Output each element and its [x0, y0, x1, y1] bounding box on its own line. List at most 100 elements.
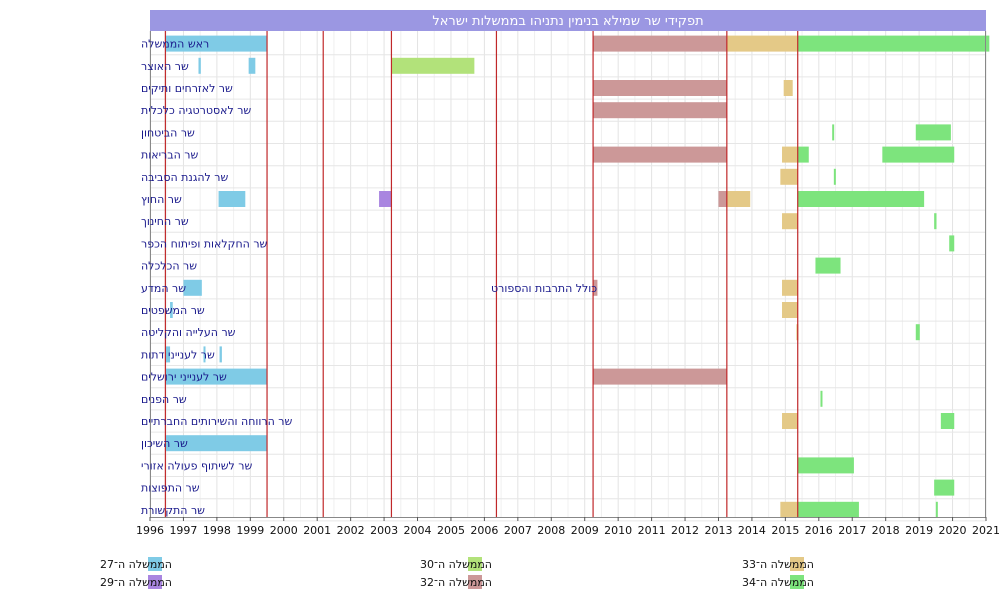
bar-g27-row-11-27	[183, 279, 202, 296]
row-label-3: שר לאסטרטגיה כלכלית	[141, 104, 251, 117]
bar-g33-row-7-21	[726, 191, 751, 207]
x-tick-label-2003: 2003	[370, 524, 398, 537]
row-label-18: שר השיכון	[141, 437, 188, 450]
row-label-5: שר הבריאות	[141, 149, 199, 162]
x-tick-label-2021: 2021	[972, 524, 1000, 537]
bar-g27-row-18-42	[165, 435, 268, 452]
row-label-9: שר החקלאות ופיתוח הכפר	[141, 237, 268, 250]
bar-g34-row-8-24	[934, 213, 937, 230]
legend-swatch-g34	[790, 575, 804, 589]
x-axis-ticks: 1996 1997 1998 1999 2000 2001 2002 2003 2004 2005…	[136, 517, 1000, 537]
bar-g32-row-11-28	[593, 279, 598, 296]
annotation-0: כולל התרבות והספורט	[491, 282, 597, 295]
x-tick-label-2010: 2010	[604, 524, 632, 537]
x-tick-label-2008: 2008	[537, 524, 565, 537]
bar-g34-row-7-22	[797, 191, 925, 207]
x-tick-label-2015: 2015	[771, 524, 799, 537]
bar-g34-row-20-44	[934, 479, 955, 496]
bar-g27-row-12-30	[170, 302, 173, 318]
bars-layer	[165, 35, 990, 518]
legend-label-g32: הממשלה ה־32	[420, 576, 492, 589]
bar-g34-row-0-3	[797, 35, 990, 52]
x-tick-label-2007: 2007	[504, 524, 532, 537]
row-labels: ראש הממשלה שר האוצר שר לאזרחים ותיקים שר לא…	[141, 38, 292, 517]
legend-swatch-g30	[468, 557, 482, 571]
bar-g33-row-11-29	[782, 279, 798, 296]
bar-g30-row-1-6	[391, 57, 475, 74]
bar-g32-row-0-1	[593, 35, 727, 52]
x-tick-label-2005: 2005	[437, 524, 465, 537]
bar-g32-row-15-38	[593, 368, 727, 385]
bar-g27-row-1-4	[198, 57, 201, 74]
grid-layer	[149, 31, 987, 522]
bar-g27-row-14-35	[203, 346, 206, 363]
bar-g34-row-16-39	[820, 390, 823, 407]
legend-swatch-g33	[790, 557, 804, 571]
bar-g32-row-3-9	[593, 102, 727, 119]
legend-swatch-g32	[468, 575, 482, 589]
bar-g27-row-15-37	[165, 368, 268, 385]
legend-swatch-g29	[148, 575, 162, 589]
x-tick-label-1997: 1997	[169, 524, 197, 537]
bar-g33-row-0-2	[726, 35, 798, 52]
row-label-12: שר המשפטים	[141, 304, 205, 317]
bar-g32-row-7-20	[718, 191, 727, 207]
bar-g27-row-7-18	[218, 191, 246, 207]
legend-label-g27: הממשלה ה־27	[100, 558, 172, 571]
x-tick-label-2019: 2019	[905, 524, 933, 537]
bar-g27-row-14-34	[165, 346, 171, 363]
row-label-14: שר לענייני דתות	[141, 348, 215, 361]
x-tick-label-2014: 2014	[738, 524, 766, 537]
x-tick-label-2013: 2013	[704, 524, 732, 537]
legend-label-g29: הממשלה ה־29	[100, 576, 172, 589]
bar-g34-row-13-33	[915, 324, 920, 341]
x-tick-label-2006: 2006	[470, 524, 498, 537]
row-label-11: שר המדע	[141, 282, 186, 295]
bar-g33-row-21-45	[780, 501, 798, 518]
row-label-15: שר לענייני ירושלים	[141, 371, 227, 384]
legend-swatch-g27	[148, 557, 162, 571]
annotations: כולל התרבות והספורט	[491, 282, 597, 295]
row-label-2: שר לאזרחים ותיקים	[141, 82, 233, 95]
bar-g27-row-14-36	[219, 346, 222, 363]
bar-g34-row-4-11	[915, 124, 951, 141]
bar-g34-row-19-43	[797, 457, 854, 474]
legend-label-g30: הממשלה ה־30	[420, 558, 492, 571]
bar-g33-row-5-13	[782, 146, 798, 163]
bar-g29-row-7-19	[379, 191, 392, 207]
row-label-0: ראש הממשלה	[141, 38, 209, 51]
x-tick-label-2004: 2004	[404, 524, 432, 537]
row-label-16: שר הפנים	[141, 393, 187, 406]
bar-g33-row-2-8	[783, 80, 793, 96]
x-tick-label-2018: 2018	[872, 524, 900, 537]
legend: הממשלה ה־27 הממשלה ה־29 הממשלה ה־30 הממשלה …	[100, 557, 814, 589]
x-tick-label-2020: 2020	[939, 524, 967, 537]
row-label-13: שר העלייה והקליטה	[141, 326, 236, 339]
bar-g33-row-8-23	[782, 213, 798, 230]
chart-title: תפקידי שר שמילא בנימין נתניהו בממשלות יש…	[432, 14, 703, 29]
row-label-4: שר הביטחון	[141, 126, 195, 139]
government-boundary-layer	[164, 31, 799, 517]
bar-g32-row-5-12	[593, 146, 727, 163]
row-label-6: שר להגנת הסביבה	[141, 171, 228, 184]
bar-g34-row-17-41	[940, 413, 955, 429]
bar-g34-row-9-25	[949, 235, 955, 252]
row-label-19: שר לשיתוף פעולה אזורי	[141, 459, 252, 472]
row-label-20: שר התפוצות	[141, 482, 200, 495]
row-label-1: שר האוצר	[141, 60, 189, 73]
x-tick-label-2001: 2001	[303, 524, 331, 537]
row-label-10: שר הכלכלה	[141, 260, 197, 273]
title-bar	[150, 10, 986, 31]
bar-g34-row-5-15	[882, 146, 955, 163]
x-tick-label-1998: 1998	[203, 524, 231, 537]
x-tick-label-1996: 1996	[136, 524, 164, 537]
row-label-8: שר החינוך	[141, 215, 189, 228]
x-tick-label-2016: 2016	[805, 524, 833, 537]
x-tick-label-2009: 2009	[571, 524, 599, 537]
x-tick-label-2011: 2011	[638, 524, 666, 537]
legend-label-g34: הממשלה ה־34	[742, 576, 814, 589]
bar-g27-row-1-5	[248, 57, 256, 74]
bar-g33-row-17-40	[782, 413, 798, 429]
bar-g34-row-4-10	[832, 124, 835, 141]
